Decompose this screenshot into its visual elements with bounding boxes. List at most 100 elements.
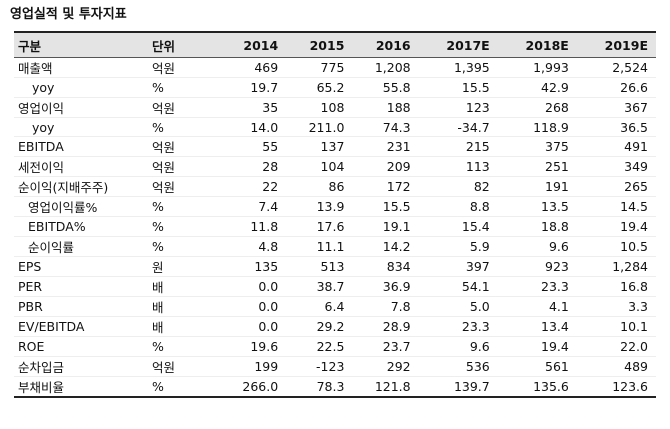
unit-cell: 억원 <box>148 97 220 118</box>
value-cell: 14.0 <box>220 117 287 138</box>
value-cell: 211.0 <box>286 117 353 138</box>
row-label: 세전이익 <box>14 156 148 178</box>
value-cell: 36.9 <box>352 276 419 298</box>
value-cell: 834 <box>352 256 419 278</box>
value-cell: 19.6 <box>220 336 287 357</box>
value-cell: 14.5 <box>576 196 656 218</box>
unit-cell: 억원 <box>148 356 220 377</box>
table-row: 순이익률% 4.8 11.1 14.2 5.9 9.6 10.5 <box>14 236 656 258</box>
value-cell: 15.5 <box>352 196 419 218</box>
value-cell: 9.6 <box>418 336 498 357</box>
value-cell: 215 <box>418 136 498 158</box>
unit-cell: % <box>148 216 220 238</box>
value-cell: 188 <box>352 97 419 118</box>
value-cell: 108 <box>286 97 353 118</box>
unit-cell: % <box>148 117 220 138</box>
value-cell: 123 <box>418 97 498 118</box>
value-cell: 137 <box>286 136 353 158</box>
table-row: 순차입금 억원 199 -123 292 536 561 489 <box>14 356 656 377</box>
table-row: 영업이익 억원 35 108 188 123 268 367 <box>14 97 656 118</box>
header-cell: 구분 <box>14 31 148 58</box>
value-cell: 265 <box>576 176 656 198</box>
row-label: PER <box>14 276 148 298</box>
value-cell: 13.5 <box>497 196 577 218</box>
value-cell: 19.4 <box>497 336 577 357</box>
value-cell: 3.3 <box>576 296 656 318</box>
table-row: 세전이익 억원 28 104 209 113 251 349 <box>14 156 656 178</box>
value-cell: 121.8 <box>352 376 419 398</box>
value-cell: 251 <box>497 156 577 178</box>
value-cell: 28.9 <box>352 316 419 338</box>
value-cell: 1,395 <box>418 57 498 78</box>
value-cell: 209 <box>352 156 419 178</box>
row-label: EPS <box>14 256 148 278</box>
header-cell: 2016 <box>352 31 419 58</box>
unit-cell: % <box>148 196 220 218</box>
value-cell: 1,208 <box>352 57 419 78</box>
value-cell: 8.8 <box>418 196 498 218</box>
row-label: yoy <box>14 77 148 98</box>
header-cell: 2019E <box>576 31 656 58</box>
value-cell: 7.8 <box>352 296 419 318</box>
unit-cell: 원 <box>148 256 220 278</box>
value-cell: 15.5 <box>418 77 498 98</box>
value-cell: 16.8 <box>576 276 656 298</box>
value-cell: 74.3 <box>352 117 419 138</box>
value-cell: 36.5 <box>576 117 656 138</box>
value-cell: 2,524 <box>576 57 656 78</box>
value-cell: 23.3 <box>497 276 577 298</box>
header-cell: 2014 <box>220 31 287 58</box>
unit-cell: 배 <box>148 296 220 318</box>
value-cell: 5.0 <box>418 296 498 318</box>
value-cell: 42.9 <box>497 77 577 98</box>
value-cell: 268 <box>497 97 577 118</box>
table-row: yoy% 14.0 211.0 74.3 -34.7 118.9 36.5 <box>14 117 656 138</box>
table-row: EBITDA 억원 55 137 231 215 375 491 <box>14 136 656 158</box>
unit-cell: % <box>148 336 220 357</box>
row-label: 매출액 <box>14 57 148 78</box>
value-cell: 55 <box>220 136 287 158</box>
value-cell: 6.4 <box>286 296 353 318</box>
value-cell: 469 <box>220 57 287 78</box>
value-cell: 513 <box>286 256 353 278</box>
value-cell: 775 <box>286 57 353 78</box>
row-label: 영업이익률% <box>14 196 148 218</box>
unit-cell: 배 <box>148 316 220 338</box>
value-cell: 22 <box>220 176 287 198</box>
row-label: ROE <box>14 336 148 357</box>
table-row: ROE% 19.6 22.5 23.7 9.6 19.4 22.0 <box>14 336 656 357</box>
value-cell: 35 <box>220 97 287 118</box>
value-cell: 923 <box>497 256 577 278</box>
value-cell: 0.0 <box>220 316 287 338</box>
value-cell: -123 <box>286 356 353 377</box>
value-cell: 375 <box>497 136 577 158</box>
value-cell: 82 <box>418 176 498 198</box>
value-cell: 11.8 <box>220 216 287 238</box>
unit-cell: 억원 <box>148 136 220 158</box>
data-table: 구분 단위 2014 2015 2016 2017E 2018E 2019E 매출액 억원 469… <box>14 31 656 398</box>
value-cell: 9.6 <box>497 236 577 258</box>
table-row: EBITDA%% 11.8 17.6 19.1 15.4 18.8 19.4 <box>14 216 656 238</box>
table-row: 부채비율% 266.0 78.3 121.8 139.7 135.6 123.6 <box>14 376 656 398</box>
value-cell: 86 <box>286 176 353 198</box>
value-cell: 199 <box>220 356 287 377</box>
value-cell: 38.7 <box>286 276 353 298</box>
table-row: 순이익(지배주주) 억원 22 86 172 82 191 265 <box>14 176 656 198</box>
row-label: 순이익률 <box>14 236 148 258</box>
value-cell: 172 <box>352 176 419 198</box>
value-cell: 1,993 <box>497 57 577 78</box>
unit-cell: 억원 <box>148 176 220 198</box>
value-cell: 113 <box>418 156 498 178</box>
value-cell: 54.1 <box>418 276 498 298</box>
row-label: EBITDA% <box>14 216 148 238</box>
value-cell: 19.1 <box>352 216 419 238</box>
value-cell: 489 <box>576 356 656 377</box>
value-cell: 13.9 <box>286 196 353 218</box>
value-cell: 231 <box>352 136 419 158</box>
unit-cell: 억원 <box>148 156 220 178</box>
value-cell: 491 <box>576 136 656 158</box>
header-cell: 2017E <box>418 31 498 58</box>
unit-cell: % <box>148 77 220 98</box>
row-label: EBITDA <box>14 136 148 158</box>
value-cell: 561 <box>497 356 577 377</box>
